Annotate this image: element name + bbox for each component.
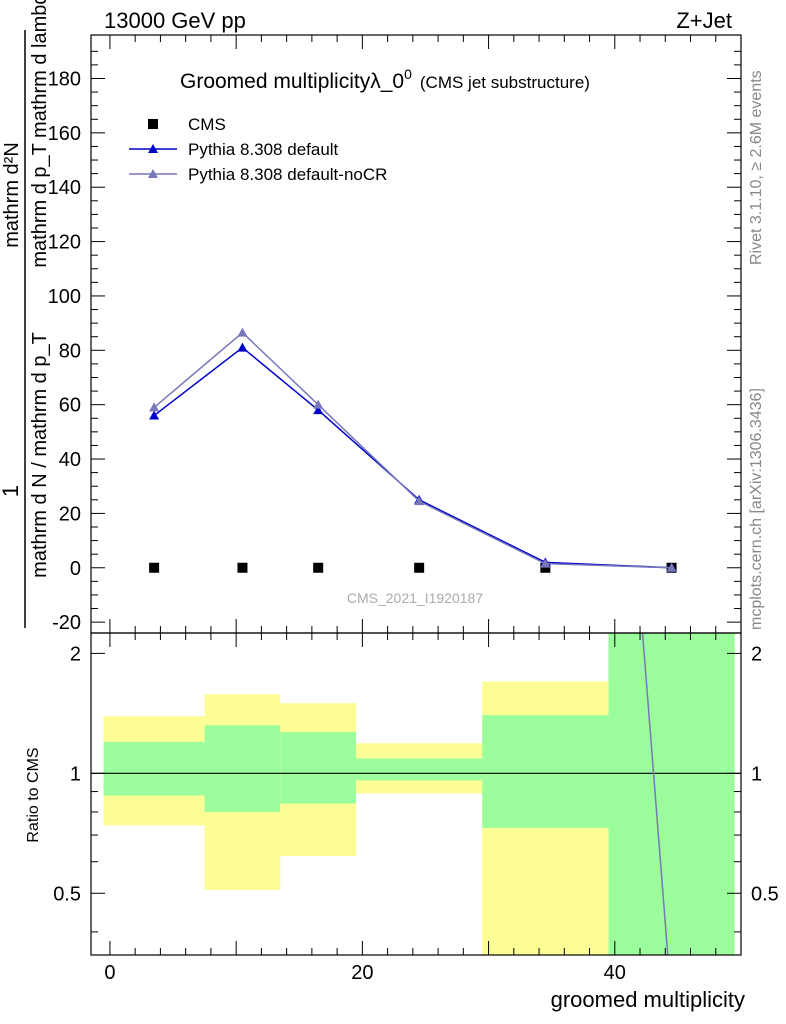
ratio-inner-band-4: [482, 715, 609, 828]
cms-point-0: [149, 562, 160, 573]
series-2-point-5: [666, 562, 677, 572]
legend-label-0: CMS: [188, 115, 226, 134]
process-label: Z+Jet: [676, 8, 732, 33]
series-2-point-4: [540, 558, 551, 568]
ratio-inner-band-3: [356, 758, 483, 781]
y-label-numerator: mathrm d²N: [1, 142, 23, 248]
mcplots-label: mcplots.cern.ch [arXiv:1306.3436]: [748, 388, 765, 630]
ratio-y-tick-label-1: 1: [70, 763, 81, 785]
series-2-point-2: [313, 399, 324, 409]
series-2-point-1: [237, 327, 248, 337]
ratio-series-line-0: [641, 632, 669, 956]
ratio-y-tick-label-0: 0.5: [53, 883, 81, 905]
legend-marker-0: [148, 119, 158, 129]
main-y-tick-label-1: 0: [70, 558, 81, 580]
main-title-text: Groomed multiplicityλ_0: [180, 70, 404, 93]
energy-label: 13000 GeV pp: [104, 8, 246, 33]
main-y-tick-label-8: 140: [48, 177, 81, 199]
cms-point-1: [237, 562, 248, 573]
ratio-frame: [90, 632, 742, 956]
x-axis-label: groomed multiplicity: [551, 987, 745, 1012]
ratio-inner-band-1: [204, 725, 281, 812]
main-y-tick-label-7: 120: [48, 232, 81, 254]
x-tick-label-0: 0: [104, 962, 115, 984]
main-y-tick-label-4: 60: [59, 395, 81, 417]
series-line-2: [153, 331, 672, 569]
main-y-tick-label-9: 160: [48, 123, 81, 145]
ratio-y-tick-label-2: 2: [70, 643, 81, 665]
main-y-tick-label-0: -20: [52, 612, 81, 634]
cms-point-2: [313, 562, 324, 573]
x-tick-label-1: 20: [351, 962, 373, 984]
main-y-tick-label-6: 100: [48, 286, 81, 308]
y-label-prefactor: mathrm d N / mathrm d p_T: [29, 332, 51, 578]
legend-label-2: Pythia 8.308 default-noCR: [188, 165, 387, 184]
main-title: Groomed multiplicityλ_00 (CMS jet substru…: [180, 66, 590, 93]
ratio-inner-band-5: [608, 633, 735, 955]
ratio-y-tick-label-right-1: 1: [751, 763, 762, 785]
ratio-y-label: Ratio to CMS: [25, 747, 42, 842]
series-1-point-0: [149, 410, 160, 420]
main-y-tick-label-5: 80: [59, 340, 81, 362]
rivet-label: Rivet 3.1.10, ≥ 2.6M events: [748, 70, 765, 265]
main-y-axis-label: 1 mathrm d²N mathrm d p_T mathrm d lambd…: [0, 0, 51, 628]
main-title-sup: 0: [404, 66, 412, 82]
series-2-point-0: [149, 402, 160, 412]
legend-marker-1: [148, 144, 158, 153]
ratio-inner-band-0: [103, 741, 205, 796]
x-tick-label-2: 40: [604, 962, 626, 984]
series-2-point-3: [414, 496, 425, 506]
legend-marker-2: [148, 169, 158, 178]
ratio-y-tick-label-right-0: 0.5: [751, 883, 779, 905]
series-1-point-1: [237, 342, 248, 352]
main-title-note: (CMS jet substructure): [420, 73, 590, 92]
series-line-1: [153, 346, 672, 569]
main-y-tick-label-3: 40: [59, 449, 81, 471]
series-1-point-2: [313, 405, 324, 415]
main-series: [149, 327, 677, 573]
cms-point-3: [414, 562, 425, 573]
legend-label-1: Pythia 8.308 default: [188, 140, 339, 159]
y-label-denominator: mathrm d p_T mathrm d lambda: [29, 0, 51, 268]
ratio-y-tick-label-right-2: 2: [751, 643, 762, 665]
ratio-inner-band-2: [280, 731, 357, 804]
ratio-lines: [91, 632, 741, 956]
legend: CMS Pythia 8.308 default Pythia 8.308 defa…: [129, 115, 387, 184]
main-y-tick-label-2: 20: [59, 503, 81, 525]
ratio-bands: [103, 633, 735, 955]
watermark: CMS_2021_I1920187: [347, 590, 483, 606]
y-label-one: 1: [0, 485, 23, 497]
cms-point-4: [540, 562, 551, 573]
main-y-tick-label-10: 180: [48, 68, 81, 90]
